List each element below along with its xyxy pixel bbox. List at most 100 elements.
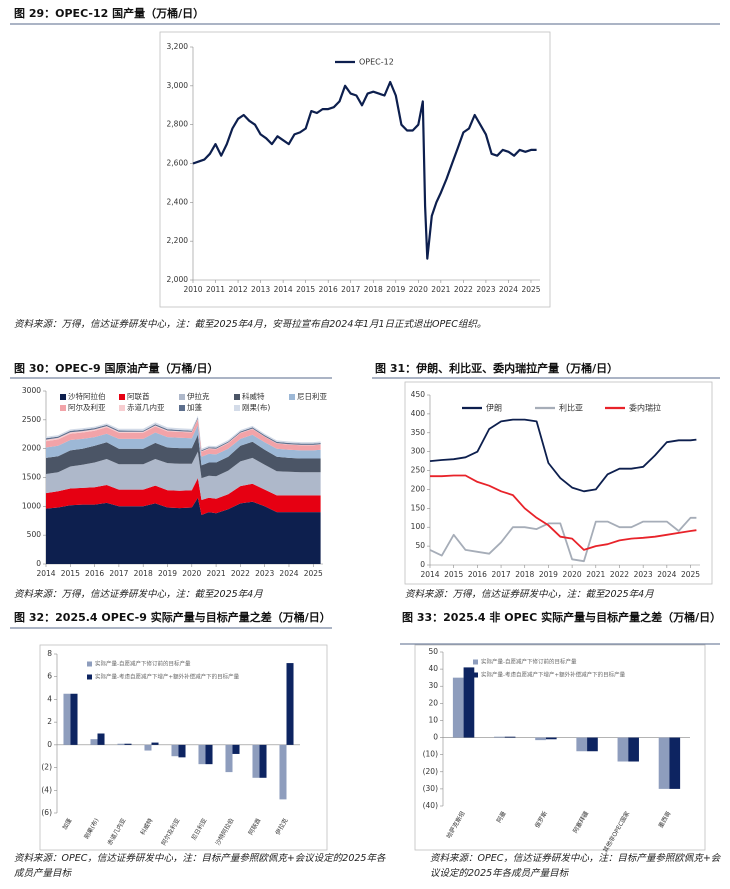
y-tick-label: 100 (411, 522, 426, 531)
y-tick-label: 0 (47, 740, 52, 749)
y-tick-label: 4 (47, 694, 52, 703)
x-tick-label: 2016 (319, 285, 338, 294)
legend-label: 赤道几内亚 (127, 402, 165, 412)
legend-swatch (179, 394, 185, 400)
legend-swatch (119, 405, 125, 411)
bar (452, 677, 464, 738)
y-tick-label: 2 (47, 717, 52, 726)
bar (576, 737, 588, 752)
bar (90, 739, 98, 745)
bar (198, 744, 206, 765)
legend-label: 实际产量-考虑自愿减产下增产+额外补偿减产下的目标产量 (481, 671, 626, 679)
x-tick-label: 2013 (251, 285, 270, 294)
x-tick-label: 2023 (634, 570, 653, 579)
legend-label: 沙特阿拉伯 (68, 391, 106, 401)
y-tick-label: 50 (428, 647, 438, 656)
x-tick-label: 2017 (341, 285, 360, 294)
y-tick-label: 150 (411, 503, 426, 512)
legend-label: 利比亚 (559, 403, 583, 413)
bar (205, 744, 213, 765)
x-tick-label: 加蓬 (61, 817, 74, 831)
x-tick-label: 2016 (468, 570, 487, 579)
area (46, 451, 321, 500)
y-tick-label: 2,400 (167, 197, 189, 206)
x-tick-label: 阿尔及利亚 (160, 817, 182, 847)
legend-swatch (289, 394, 295, 400)
x-tick-label: 2014 (420, 570, 439, 579)
bar (232, 744, 240, 754)
bar (178, 744, 186, 758)
caption: 图 32：2025.4 OPEC-9 实际产量与目标产量之差（万桶/日） (14, 611, 331, 624)
x-tick-label: 2017 (109, 569, 128, 578)
x-tick-label: 2022 (231, 569, 250, 578)
x-tick-label: 2021 (586, 570, 605, 579)
y-tick-label: 2,000 (167, 275, 189, 284)
x-tick-label: 2024 (499, 285, 518, 294)
x-tick-label: 2015 (61, 569, 80, 578)
bar (628, 737, 639, 762)
x-tick-label: 2023 (255, 569, 274, 578)
y-tick-label: 250 (411, 466, 426, 475)
y-tick-label: (10) (423, 750, 438, 759)
bar (117, 743, 125, 745)
y-tick-label: 350 (411, 428, 426, 437)
line (430, 474, 697, 551)
x-tick-label: 2020 (409, 285, 428, 294)
source: 资料来源：万得，信达证券研发中心，注：截至2025年4月，安哥拉宣布自2024年… (14, 319, 487, 330)
x-tick-label: 2025 (521, 285, 540, 294)
legend-label: 伊拉克 (187, 391, 210, 401)
x-tick-label: 2022 (610, 570, 629, 579)
x-tick-label: 墨西哥 (657, 810, 672, 829)
line (429, 418, 697, 493)
source: 资料来源：OPEC，信达证券研发中心，注：目标产量参照欧佩克+会议设定的2025… (430, 853, 721, 879)
x-tick-label: 科威特 (139, 817, 155, 837)
legend-label: 刚果(布) (242, 402, 270, 412)
x-tick-label: 阿塞拜疆 (571, 810, 590, 835)
caption: 图 30：OPEC-9 国原油产量（万桶/日） (14, 362, 219, 375)
area (46, 497, 321, 564)
legend-swatch (234, 394, 240, 400)
y-tick-label: 20 (428, 698, 438, 707)
x-tick-label: 沙特阿拉伯 (214, 817, 236, 847)
y-tick-label: 0 (36, 559, 41, 568)
y-tick-label: 1000 (22, 501, 41, 510)
bar (97, 733, 105, 745)
source: 资料来源：OPEC，信达证券研发中心，注：目标产量参照欧佩克+会议设定的2025… (14, 853, 386, 879)
legend-label: 委内瑞拉 (629, 403, 661, 413)
y-tick-label: 10 (428, 715, 438, 724)
x-tick-label: 2018 (364, 285, 383, 294)
y-tick-label: 2,600 (167, 159, 189, 168)
x-tick-label: 尼日利亚 (190, 817, 209, 842)
bar (504, 736, 516, 738)
bar (286, 663, 294, 745)
legend-swatch (87, 674, 92, 680)
x-tick-label: 2024 (279, 569, 298, 578)
bar (144, 744, 152, 751)
y-tick-label: 2,200 (167, 236, 189, 245)
bar (658, 737, 670, 789)
y-tick-label: (20) (423, 767, 438, 776)
y-tick-label: 2500 (22, 415, 41, 424)
y-tick-label: 8 (47, 649, 52, 658)
y-tick-label: (4) (41, 785, 52, 794)
bar (669, 737, 681, 789)
x-tick-label: 2025 (681, 570, 700, 579)
bar (617, 737, 629, 762)
bar (252, 744, 260, 778)
x-tick-label: 2011 (206, 285, 225, 294)
x-tick-label: 2015 (444, 570, 463, 579)
legend-label: 尼日利亚 (297, 391, 327, 401)
x-tick-label: 2018 (515, 570, 534, 579)
area (46, 434, 321, 479)
legend-label: 实际产量-考虑自愿减产下增产+额外补偿减产下的目标产量 (95, 673, 240, 681)
y-tick-label: 400 (411, 409, 426, 418)
x-tick-label: 2019 (386, 285, 405, 294)
chart-frame (39, 644, 328, 851)
caption: 图 31：伊朗、利比亚、委内瑞拉产量（万桶/日） (375, 362, 619, 375)
x-tick-label: 伊拉克 (274, 817, 290, 837)
x-tick-label: 阿联酋 (247, 817, 263, 837)
x-tick-label: 2014 (36, 569, 55, 578)
legend-swatch (179, 405, 185, 411)
